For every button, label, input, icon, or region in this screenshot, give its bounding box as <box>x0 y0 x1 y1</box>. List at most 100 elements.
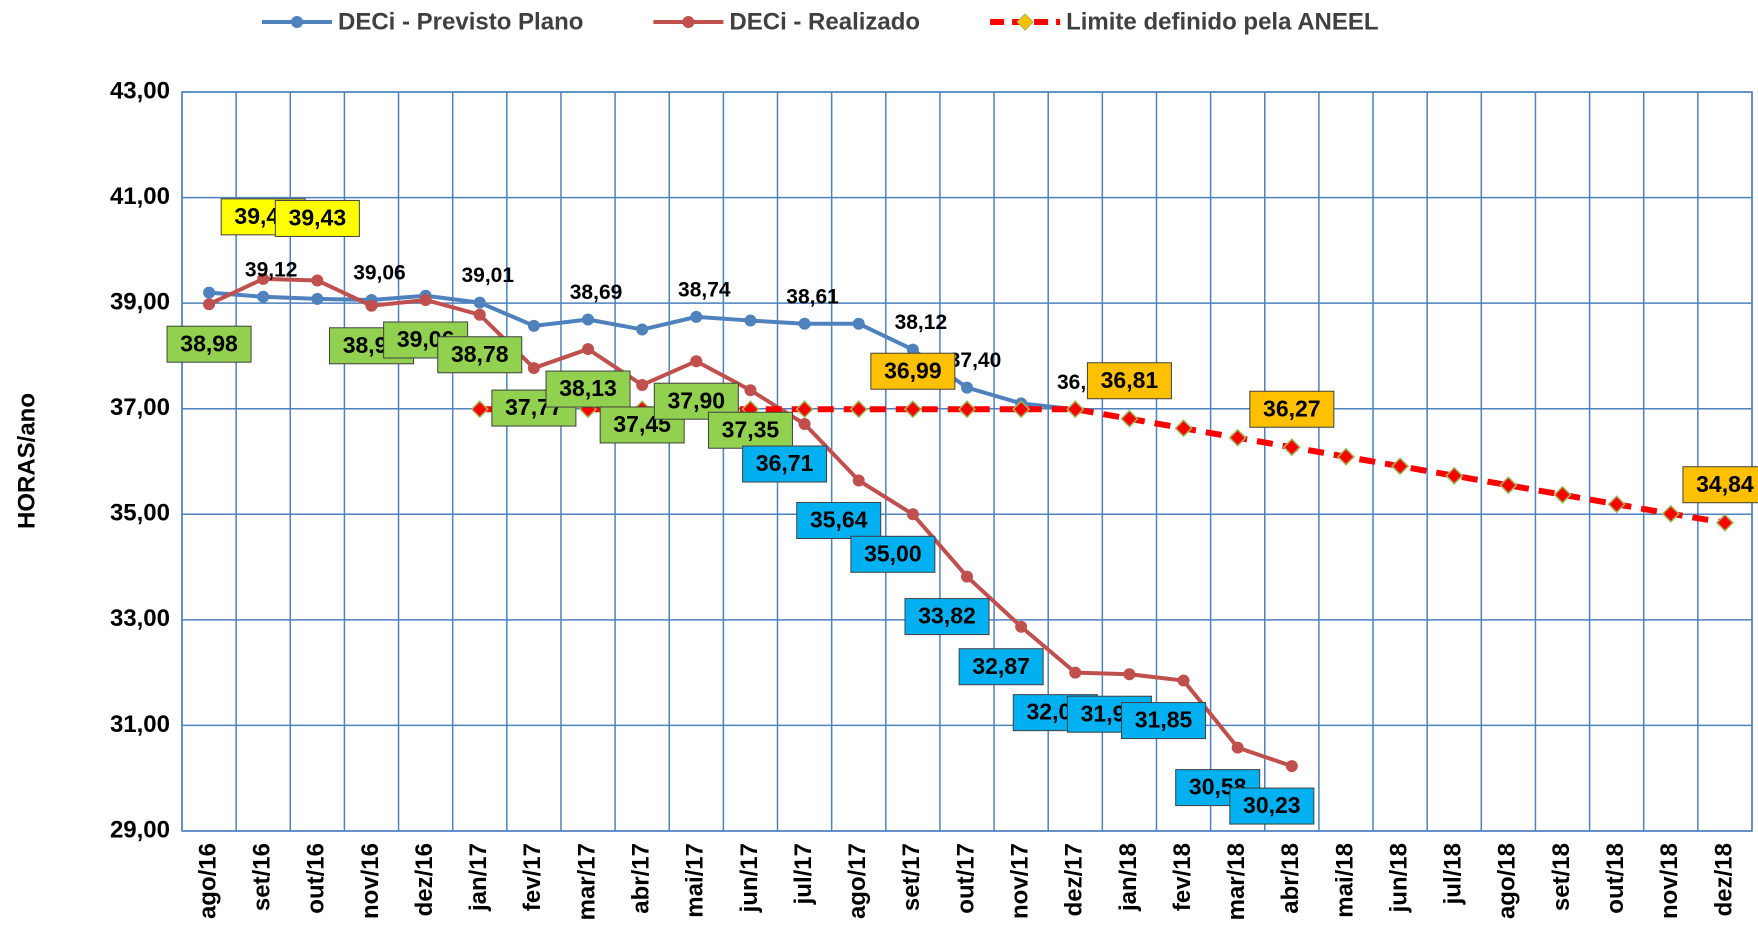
point <box>636 323 649 336</box>
data-label: 38,69 <box>570 281 623 304</box>
point <box>852 474 865 487</box>
point <box>203 286 216 299</box>
point <box>1231 741 1244 754</box>
point <box>419 293 432 306</box>
point <box>961 381 973 394</box>
point <box>1661 504 1680 523</box>
point <box>1228 428 1247 447</box>
legend-label: DECi - Realizado <box>729 8 920 35</box>
data-label: 35,64 <box>810 507 868 533</box>
point <box>473 296 486 309</box>
label-box <box>904 598 990 636</box>
data-label: 38,74 <box>678 278 731 301</box>
data-label: 34,84 <box>1696 471 1754 497</box>
point <box>798 418 811 431</box>
legend-label: DECi - Previsto Plano <box>338 8 583 35</box>
label-box <box>1682 466 1758 504</box>
x-tick-label: mai/18 <box>1331 843 1358 918</box>
y-tick-label: 33,00 <box>110 605 170 632</box>
data-label: 39,06 <box>353 262 406 285</box>
label-box <box>1086 362 1172 400</box>
point <box>906 343 919 356</box>
label-box <box>796 502 882 540</box>
point <box>1285 760 1298 773</box>
x-tick-label: jun/17 <box>736 843 763 913</box>
y-tick-label: 31,00 <box>110 711 170 738</box>
x-tick-label: set/16 <box>249 843 276 911</box>
point <box>1012 400 1031 419</box>
data-label: 37,35 <box>722 416 780 442</box>
point <box>906 508 919 521</box>
legend-marker <box>682 16 695 28</box>
point <box>1499 476 1518 495</box>
data-label: 30,23 <box>1243 792 1301 818</box>
x-tick-label: fev/18 <box>1169 843 1196 911</box>
point <box>798 317 811 330</box>
data-label: 38,12 <box>895 311 948 334</box>
label-box <box>166 325 252 363</box>
x-tick-label: jul/18 <box>1440 843 1467 905</box>
y-tick-label: 35,00 <box>110 500 170 527</box>
x-tick-label: ago/17 <box>844 843 871 919</box>
point <box>1015 620 1028 633</box>
x-tick-label: jul/17 <box>790 843 817 905</box>
data-label: 39,12 <box>245 258 298 281</box>
y-tick-label: 41,00 <box>110 183 170 210</box>
point <box>527 362 540 375</box>
point <box>1120 409 1139 428</box>
point <box>1553 485 1572 504</box>
point <box>1607 495 1626 514</box>
x-tick-label: mar/18 <box>1223 843 1250 920</box>
y-tick-label: 39,00 <box>110 288 170 315</box>
x-tick-label: set/17 <box>898 843 925 911</box>
x-tick-label: jun/18 <box>1385 843 1412 913</box>
point <box>961 570 973 583</box>
data-label: 36,27 <box>1263 395 1321 421</box>
x-tick-label: dez/16 <box>411 843 438 916</box>
point <box>1715 513 1734 532</box>
data-label: 37,90 <box>668 387 726 413</box>
y-tick-label: 29,00 <box>110 816 170 843</box>
x-tick-label: ago/16 <box>194 843 221 919</box>
label-box <box>437 336 523 374</box>
label-box <box>545 370 631 408</box>
point <box>1069 666 1082 679</box>
point <box>1336 447 1356 466</box>
label-box <box>870 352 956 390</box>
data-label: 37,40 <box>949 349 1002 372</box>
point <box>852 317 865 330</box>
point <box>311 292 324 305</box>
point <box>311 274 324 287</box>
point <box>1445 466 1464 485</box>
point <box>527 319 540 332</box>
data-label: 38,78 <box>451 341 509 367</box>
data-label: 32,87 <box>972 653 1030 679</box>
x-tick-label: abr/18 <box>1277 843 1304 914</box>
point <box>957 400 977 419</box>
label-box <box>1121 702 1207 740</box>
x-tick-label: mai/17 <box>682 843 709 918</box>
point <box>582 313 595 326</box>
x-tick-label: fev/17 <box>519 843 546 911</box>
point <box>203 298 216 311</box>
point <box>365 299 378 312</box>
point <box>1066 400 1085 419</box>
point <box>690 310 703 323</box>
x-tick-label: mar/17 <box>573 843 600 920</box>
x-tick-label: out/17 <box>952 843 979 914</box>
point <box>795 400 814 419</box>
point <box>903 400 922 419</box>
x-tick-label: ago/18 <box>1494 843 1521 919</box>
label-box <box>850 535 936 573</box>
point <box>257 272 270 285</box>
legend-label: Limite definido pela ANEEL <box>1066 8 1378 35</box>
x-tick-label: jan/18 <box>1115 843 1142 912</box>
point <box>1282 438 1301 457</box>
data-label: 39,01 <box>461 264 514 287</box>
data-label: 39,43 <box>289 205 347 231</box>
data-label: 36,81 <box>1101 367 1159 393</box>
point <box>690 355 703 368</box>
point <box>1174 419 1193 438</box>
x-tick-label: nov/16 <box>357 843 384 919</box>
